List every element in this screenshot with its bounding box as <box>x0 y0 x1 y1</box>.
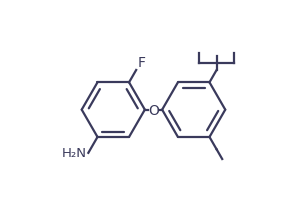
Text: F: F <box>137 56 145 70</box>
Text: H₂N: H₂N <box>62 147 87 160</box>
Text: O: O <box>148 103 159 117</box>
